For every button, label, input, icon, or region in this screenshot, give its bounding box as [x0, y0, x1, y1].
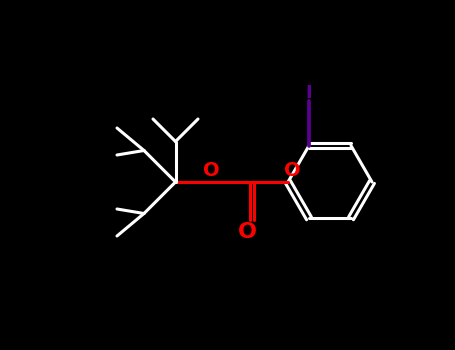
Text: O: O — [283, 161, 300, 180]
Text: O: O — [203, 161, 220, 180]
Text: I: I — [306, 84, 312, 101]
Text: O: O — [238, 222, 257, 242]
